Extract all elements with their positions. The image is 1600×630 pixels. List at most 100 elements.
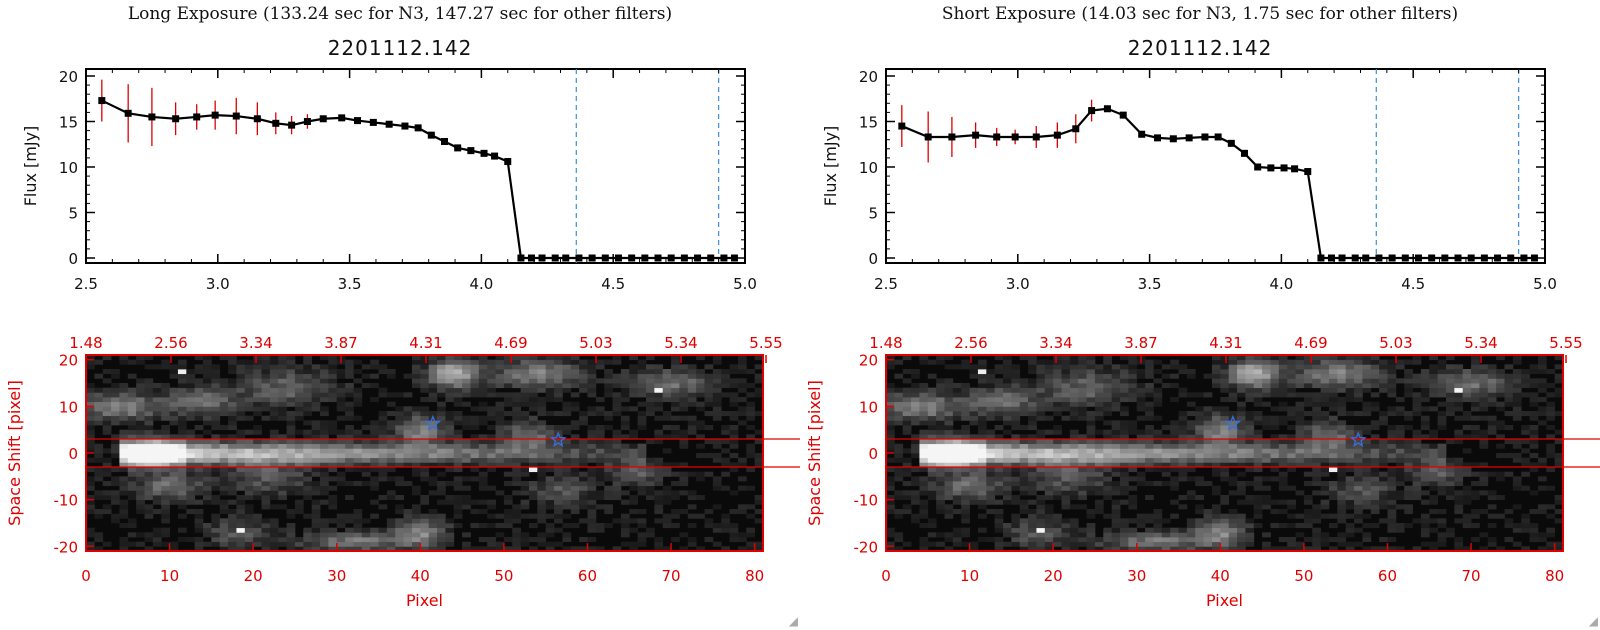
image-pixel <box>1094 392 1104 398</box>
image-pixel <box>495 415 505 421</box>
image-pixel <box>278 532 287 538</box>
image-pixel <box>1178 537 1188 543</box>
image-pixel <box>1120 364 1129 370</box>
image-pixel <box>1128 373 1138 379</box>
image-pixel <box>654 546 664 552</box>
image-pixel <box>687 401 697 407</box>
image-pixel <box>637 523 647 529</box>
image-pixel <box>345 373 354 379</box>
image-pixel <box>294 387 304 393</box>
image-pixel <box>403 546 413 552</box>
image-pixel <box>737 355 747 361</box>
image-pixel <box>977 420 987 426</box>
image-pixel <box>1061 499 1071 505</box>
image-pixel <box>378 504 388 510</box>
image-pixel <box>1061 518 1071 524</box>
image-pixel <box>512 471 522 477</box>
image-pixel <box>1262 373 1271 379</box>
image-pixel <box>144 485 154 491</box>
image-pixel <box>1237 490 1246 496</box>
image-pixel <box>203 462 212 468</box>
image-pixel <box>1312 513 1322 519</box>
image-pixel <box>194 457 204 463</box>
image-pixel <box>671 397 680 403</box>
image-pixel <box>144 425 154 431</box>
image-pixel <box>969 387 979 393</box>
image-pixel <box>1270 415 1280 421</box>
image-pixel <box>186 429 196 435</box>
image-pixel <box>986 485 996 491</box>
image-pixel <box>1036 434 1046 440</box>
image-pixel <box>261 406 271 412</box>
image-pixel <box>528 453 538 459</box>
image-pixel <box>1195 476 1205 482</box>
image-pixel <box>462 392 471 398</box>
image-pixel <box>1053 392 1062 398</box>
image-pixel <box>294 490 304 496</box>
image-pixel <box>303 481 313 487</box>
image-pixel <box>1253 504 1263 510</box>
image-pixel <box>261 443 271 449</box>
image-pixel <box>487 364 496 370</box>
image-pixel <box>311 481 321 487</box>
image-pixel <box>512 457 522 463</box>
image-pixel <box>1429 457 1439 463</box>
image-pixel <box>144 383 154 389</box>
image-pixel <box>177 457 187 463</box>
image-pixel <box>1145 387 1154 393</box>
image-pixel <box>704 518 714 524</box>
image-pixel <box>1320 392 1330 398</box>
image-pixel <box>119 546 129 552</box>
image-pixel <box>1295 523 1305 529</box>
image-pixel <box>1303 392 1313 398</box>
image-pixel <box>1186 490 1196 496</box>
image-pixel <box>961 532 970 538</box>
image-pixel <box>671 355 680 361</box>
image-pixel <box>1395 364 1405 370</box>
image-pixel <box>1454 467 1464 473</box>
image-pixel <box>1161 546 1171 552</box>
image-pixel <box>1312 420 1322 426</box>
image-pixel <box>654 378 664 384</box>
image-pixel <box>1053 439 1062 445</box>
image-pixel <box>470 355 480 361</box>
image-pixel <box>977 369 987 375</box>
image-pixel <box>512 546 522 552</box>
image-pixel <box>528 448 538 454</box>
image-pixel <box>370 546 379 552</box>
image-pixel <box>119 541 129 547</box>
image-pixel <box>328 462 338 468</box>
image-pixel <box>737 383 747 389</box>
image-pixel <box>94 467 104 473</box>
image-pixel <box>1345 481 1355 487</box>
data-point <box>538 254 546 262</box>
image-pixel <box>1395 471 1405 477</box>
image-pixel <box>554 448 563 454</box>
image-pixel <box>994 457 1004 463</box>
resize-grip-icon[interactable]: ◢ <box>788 614 798 628</box>
image-pixel <box>487 537 496 543</box>
image-pixel <box>562 364 572 370</box>
image-pixel <box>211 448 221 454</box>
image-pixel <box>161 429 170 435</box>
image-pixel <box>687 490 697 496</box>
image-pixel <box>269 383 279 389</box>
image-pixel <box>1228 481 1238 487</box>
image-pixel <box>1053 532 1062 538</box>
image-pixel <box>1120 490 1129 496</box>
image-pixel <box>986 401 996 407</box>
image-pixel <box>1111 541 1121 547</box>
image-pixel <box>537 443 547 449</box>
image-pixel <box>570 490 580 496</box>
image-pixel <box>1337 457 1347 463</box>
image-pixel <box>1145 443 1154 449</box>
image-pixel <box>537 425 547 431</box>
image-pixel <box>286 537 296 543</box>
image-pixel <box>1320 485 1330 491</box>
image-pixel <box>228 406 237 412</box>
image-pixel <box>1078 364 1087 370</box>
image-pixel <box>361 527 371 533</box>
image-pixel <box>537 518 547 524</box>
image-pixel <box>303 443 313 449</box>
image-pixel <box>1203 415 1213 421</box>
